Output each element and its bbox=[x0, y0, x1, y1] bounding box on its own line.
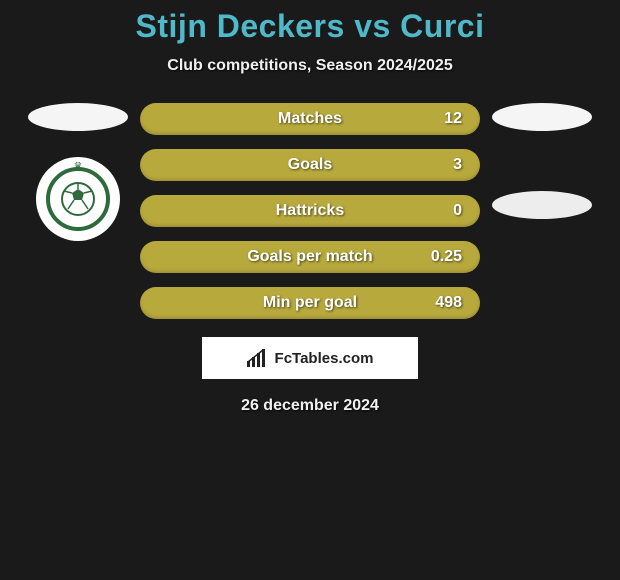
stat-bar-matches: Matches 12 bbox=[140, 103, 480, 135]
soccer-ball-icon bbox=[60, 181, 96, 217]
footer-date: 26 december 2024 bbox=[241, 397, 379, 415]
stat-bar-goals-per-match: Goals per match 0.25 bbox=[140, 241, 480, 273]
stat-bars: Matches 12 Goals 3 Hattricks 0 Goals per… bbox=[140, 103, 480, 319]
club-badge-placeholder-right bbox=[492, 191, 592, 219]
crown-icon: ♛ bbox=[74, 161, 83, 172]
stat-label: Matches bbox=[278, 110, 342, 128]
stat-bar-hattricks: Hattricks 0 bbox=[140, 195, 480, 227]
right-column bbox=[492, 103, 592, 219]
stat-label: Goals per match bbox=[247, 248, 372, 266]
infographic-container: Stijn Deckers vs Curci Club competitions… bbox=[0, 0, 620, 415]
stat-value: 3 bbox=[453, 156, 462, 174]
brand-box: FcTables.com bbox=[202, 337, 418, 379]
page-title: Stijn Deckers vs Curci bbox=[136, 8, 485, 45]
stat-value: 498 bbox=[435, 294, 462, 312]
stat-value: 0 bbox=[453, 202, 462, 220]
player-photo-placeholder-right bbox=[492, 103, 592, 131]
stat-value: 0.25 bbox=[431, 248, 462, 266]
brand-label: FcTables.com bbox=[275, 350, 374, 367]
player-photo-placeholder-left bbox=[28, 103, 128, 131]
stats-area: ♛ Matches 12 Go bbox=[0, 103, 620, 319]
stat-label: Goals bbox=[288, 156, 332, 174]
club-badge-left: ♛ bbox=[36, 157, 120, 241]
stat-value: 12 bbox=[444, 110, 462, 128]
stat-bar-goals: Goals 3 bbox=[140, 149, 480, 181]
club-badge-ring: ♛ bbox=[46, 167, 110, 231]
stat-bar-min-per-goal: Min per goal 498 bbox=[140, 287, 480, 319]
stat-label: Hattricks bbox=[276, 202, 344, 220]
subtitle: Club competitions, Season 2024/2025 bbox=[167, 57, 452, 75]
left-column: ♛ bbox=[28, 103, 128, 241]
bar-chart-icon bbox=[247, 349, 269, 367]
stat-label: Min per goal bbox=[263, 294, 357, 312]
